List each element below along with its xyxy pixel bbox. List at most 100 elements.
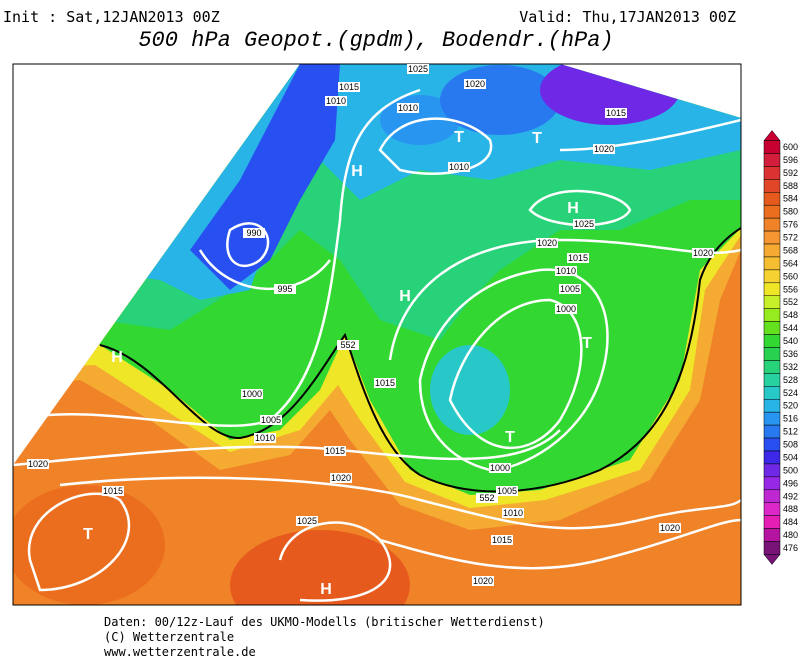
colorbar-label: 528	[783, 375, 798, 385]
isobar-label: 1020	[594, 144, 614, 154]
pressure-center: T	[582, 335, 592, 352]
colorbar-cell	[763, 334, 781, 348]
isobar-label: 1015	[103, 486, 123, 496]
pressure-center: H	[351, 163, 363, 180]
colorbar-label: 560	[783, 271, 798, 281]
colorbar-cell	[763, 398, 781, 413]
colorbar-label: 572	[783, 233, 798, 243]
colorbar-label: 480	[783, 530, 798, 540]
isobar-label: 1010	[255, 433, 275, 443]
colorbar-label: 532	[783, 362, 798, 372]
isobar-label-bg	[536, 238, 558, 248]
colorbar-cell	[763, 386, 781, 400]
isobar-label-bg	[489, 463, 511, 473]
colorbar-label: 552	[783, 297, 798, 307]
isobar-label: 1010	[326, 96, 346, 106]
isobar-label-bg	[325, 96, 347, 106]
isobar-label-bg	[296, 516, 318, 526]
colorbar-cell	[763, 515, 781, 529]
isobar-label-bg	[502, 508, 524, 518]
isobar-label-bg	[692, 248, 714, 258]
isobar-label-bg	[448, 162, 470, 172]
colorbar-cell	[763, 153, 781, 167]
isobar-label-bg	[559, 284, 581, 294]
colorbar-cell	[763, 476, 781, 491]
colorbar-cell	[763, 502, 781, 516]
isobar-label-bg	[397, 103, 419, 113]
colorbar-cell	[763, 269, 781, 284]
isobar-label: 1005	[560, 284, 580, 294]
colorbar-label: 564	[783, 258, 798, 268]
colorbar-cell	[763, 179, 781, 193]
colorbar-label: 476	[783, 543, 798, 553]
footer-source: Daten: 00/12z-Lauf des UKMO-Modells (bri…	[104, 615, 545, 629]
isobar-label-bg	[324, 446, 346, 456]
isobar-label-bg	[491, 535, 513, 545]
colorbar-label: 596	[783, 155, 798, 165]
isobar-label-bg	[567, 253, 589, 263]
isobar-label-bg	[241, 389, 263, 399]
pressure-center: H	[567, 200, 579, 217]
isobar-label-bg	[260, 415, 282, 425]
colorbar-cell	[763, 424, 781, 439]
colorbar-cell	[763, 256, 781, 271]
colorbar-cap-bottom	[763, 554, 781, 565]
pressure-center: T	[83, 526, 93, 543]
isobar-label: 1015	[492, 535, 512, 545]
colorbar-cell	[763, 217, 781, 232]
pressure-center: T	[454, 129, 464, 146]
isobar-label: 1020	[537, 238, 557, 248]
colorbar-label: 496	[783, 478, 798, 488]
map-border	[12, 63, 742, 606]
colorbar-label: 576	[783, 220, 798, 230]
pressure-center: H	[320, 581, 332, 598]
colorbar-label: 548	[783, 310, 798, 320]
colorbar-cell	[763, 243, 781, 258]
isobar-label: 1010	[556, 266, 576, 276]
isobar-label-bg	[555, 304, 577, 314]
isobar-label-bg	[102, 486, 124, 496]
isobar-label-bg	[555, 266, 577, 276]
isobar-label-bg	[243, 228, 265, 238]
colorbar-cell	[763, 308, 781, 322]
colorbar-cell	[763, 411, 781, 426]
isobar-label: 1015	[325, 446, 345, 456]
colorbar-cell	[763, 360, 781, 374]
isobar-label-bg	[407, 64, 429, 74]
isobar-label-bg	[274, 284, 296, 294]
colorbar-cell	[763, 450, 781, 465]
isobar-label: 1000	[556, 304, 576, 314]
isobar-label-bg	[330, 473, 352, 483]
colorbar-label: 508	[783, 440, 798, 450]
isobar-label-bg	[254, 433, 276, 443]
isobar-label: 990	[246, 228, 261, 238]
colorbar-cell	[763, 282, 781, 297]
footer-copyright: (C) Wetterzentrale	[104, 630, 234, 644]
colorbar-label: 544	[783, 323, 798, 333]
isobar-label: 1020	[465, 79, 485, 89]
colorbar-cell	[763, 541, 781, 555]
isobar-label-bg	[337, 340, 359, 350]
colorbar-label: 600	[783, 142, 798, 152]
isobar-label: 552	[340, 340, 355, 350]
isobar-label-bg	[573, 219, 595, 229]
isobar-label: 1000	[242, 389, 262, 399]
colorbar-label: 592	[783, 168, 798, 178]
isobar-label: 1015	[339, 82, 359, 92]
isobar-label-bg	[472, 576, 494, 586]
init-time: Init : Sat,12JAN2013 00Z	[3, 8, 220, 26]
colorbar-cell	[763, 321, 781, 335]
pressure-center: H	[111, 349, 123, 366]
colorbar-cell	[763, 437, 781, 452]
colorbar-cell	[763, 204, 781, 219]
colorbar-label: 488	[783, 504, 798, 514]
isobar-label: 1010	[503, 508, 523, 518]
colorbar-cap-top	[763, 130, 781, 141]
colorbar-label: 500	[783, 465, 798, 475]
map-title: 500 hPa Geopot.(gpdm), Bodendr.(hPa)	[138, 28, 613, 53]
isobar-label-bg	[476, 493, 498, 503]
colorbar-label: 492	[783, 491, 798, 501]
isobar-label: 1000	[490, 463, 510, 473]
isobar-label: 1010	[449, 162, 469, 172]
